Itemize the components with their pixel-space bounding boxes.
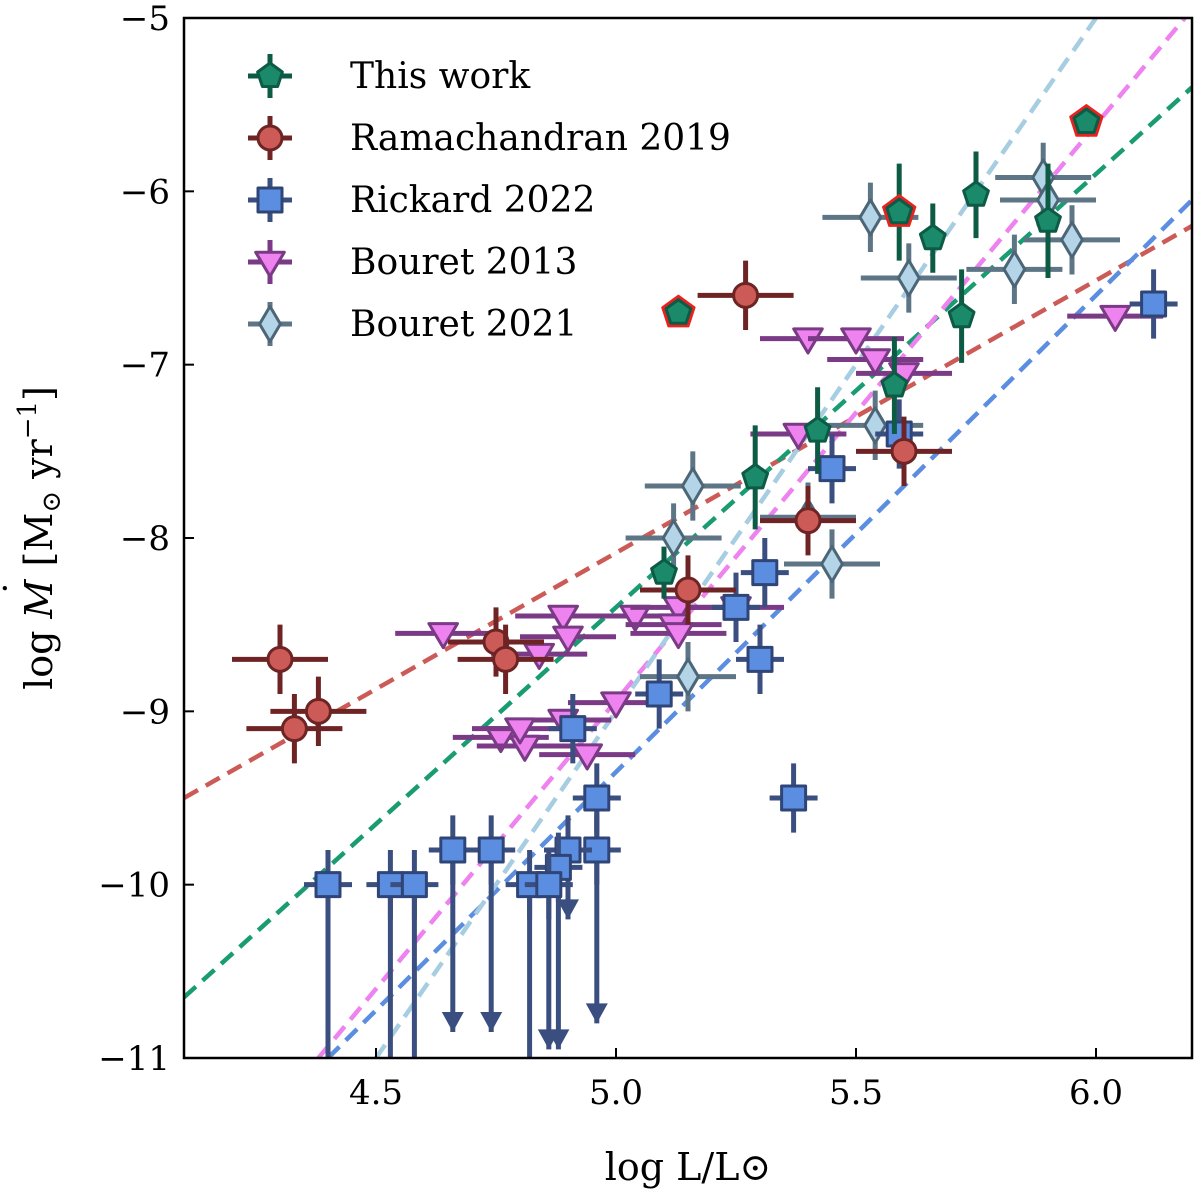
upper-limit-arrowhead [537,1029,560,1050]
y-tick-label: −9 [120,692,170,732]
series-this-work [650,104,1104,599]
data-point [896,258,921,298]
data-point [880,371,909,398]
data-point [427,622,459,650]
legend-marker [256,124,284,152]
data-point [664,298,693,325]
data-point [947,301,976,329]
data-point [1140,290,1168,318]
data-point [552,625,584,653]
data-point [535,871,563,899]
data-point [859,348,891,376]
fit-line [374,18,1098,1058]
upper-limit-arrowhead [441,1012,464,1032]
x-tick-label: 4.5 [349,1073,403,1113]
data-point [840,327,872,355]
legend-label: Bouret 2013 [350,242,577,283]
legend-marker [256,61,284,88]
data-point [1072,107,1101,134]
data-point [1002,250,1027,289]
upper-limit-arrowhead [317,1073,339,1093]
legend-marker [256,186,284,214]
data-point [650,558,678,585]
y-tick-label: −11 [98,1039,170,1079]
data-point [314,871,342,899]
fit-line [316,18,1188,1058]
data-point [1060,220,1084,259]
data-point [680,466,705,506]
x-tick-label: 6.0 [1069,1073,1123,1113]
legend-label: This work [350,56,531,97]
series-bouret-2013 [395,304,1164,771]
x-tick-label: 5.5 [829,1073,883,1113]
data-point [674,576,702,604]
legend-label: Ramachandran 2019 [350,118,731,159]
data-point [732,281,760,309]
data-point [583,784,611,812]
y-tick-label: −5 [120,0,170,39]
upper-limit-arrowhead [519,1073,541,1093]
data-point [741,462,770,490]
data-points [232,104,1178,1093]
data-point [645,680,673,708]
y-tick-label: −8 [120,519,170,559]
data-point [559,715,587,743]
upper-limit-arrowhead [403,1073,425,1093]
data-point [400,871,428,899]
axes: 4.5 5.0 5.5 6.0 −11 −10 −9 −8 −7 −6 −5 [98,0,1123,1113]
legend-marker [258,304,282,344]
data-point [794,507,822,535]
legend-label: Rickard 2022 [350,180,595,221]
data-point [751,559,779,587]
data-point [818,455,846,483]
data-point [803,416,832,443]
data-point [676,657,700,696]
data-point [863,406,888,445]
data-point [266,645,294,673]
data-point [661,519,686,557]
data-point [439,836,467,864]
data-point [571,743,603,771]
data-point [780,784,808,812]
data-point [504,717,536,745]
y-axis-label: log M˙ [M⊙ yr−1] [0,386,67,690]
fit-line [184,224,1192,800]
legend-label: Bouret 2021 [350,304,577,345]
data-point [492,645,520,673]
y-tick-label: −7 [120,346,170,386]
y-tick-label: −10 [98,866,170,906]
data-point [722,593,750,621]
data-point [280,715,308,743]
upper-limit-arrowhead [480,1012,503,1032]
upper-limit-arrowhead [557,899,579,920]
data-point [1099,304,1131,332]
data-point [547,604,579,632]
data-point [820,545,844,583]
x-tick-label: 5.0 [589,1073,643,1113]
data-point [962,180,990,207]
legend-marker [254,250,286,278]
series-ramachandran-2019 [232,260,952,764]
data-point [890,437,918,465]
data-point [1034,206,1062,233]
upper-limit-arrowhead [585,1003,608,1024]
data-point [304,697,332,725]
series-rickard-2022 [304,269,1178,1093]
data-point [600,691,632,719]
data-point [858,198,883,237]
legend: This work Ramachandran 2019 Rickard 2022 Bo… [248,54,731,346]
data-point [746,645,774,673]
data-point [662,622,695,650]
data-point [918,223,947,251]
x-axis-label: log L/L⊙ [605,1145,772,1189]
y-tick-label: −6 [120,172,170,212]
data-point [477,836,505,864]
data-point [885,197,914,225]
